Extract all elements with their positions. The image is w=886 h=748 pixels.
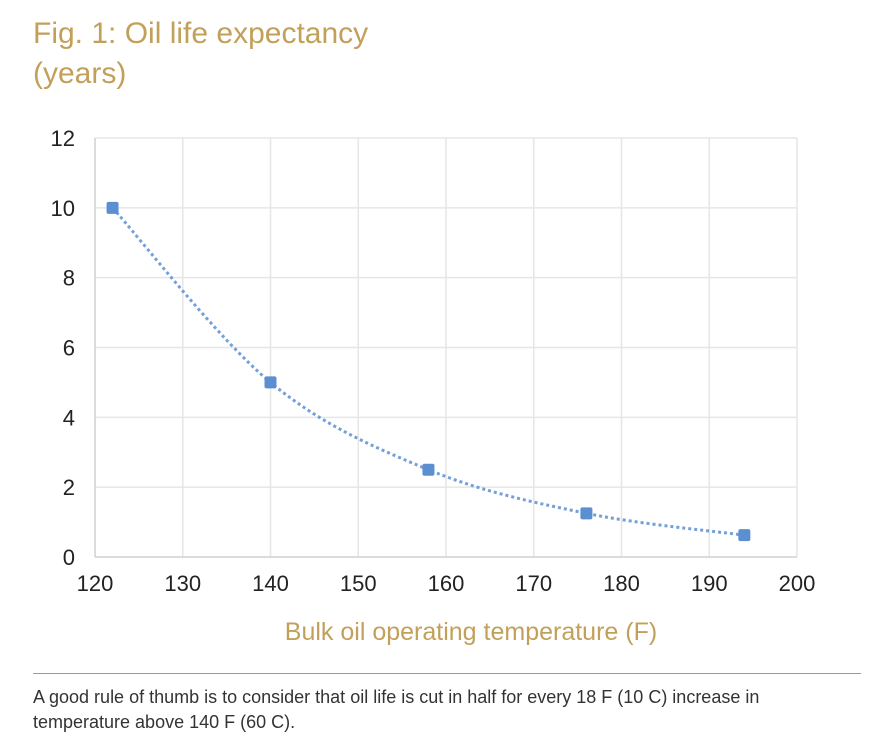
x-axis-label: Bulk oil operating temperature (F): [285, 618, 657, 646]
y-tick-label: 12: [51, 126, 75, 151]
trend-line: [111, 206, 745, 537]
oil-life-chart: 120 130 140 150 160 170 180 190 200 0 2 4 6 8 10 12 Bulk…: [51, 126, 816, 646]
x-tick-label: 190: [691, 571, 728, 596]
x-tick-label: 200: [779, 571, 816, 596]
x-tick-label: 140: [252, 571, 289, 596]
y-tick-label: 8: [63, 266, 75, 291]
y-tick-label: 0: [63, 545, 75, 570]
caption-divider: [33, 673, 861, 674]
chart-title-line-2: (years): [33, 57, 127, 90]
data-point: [106, 201, 119, 214]
data-point: [264, 376, 277, 389]
data-point: [580, 507, 593, 520]
x-tick-label: 180: [603, 571, 640, 596]
x-tick-label: 170: [515, 571, 552, 596]
y-tick-label: 4: [63, 405, 75, 430]
y-tick-label: 2: [63, 475, 75, 500]
data-point: [738, 529, 751, 542]
x-tick-label: 150: [340, 571, 377, 596]
x-tick-label: 160: [428, 571, 465, 596]
data-point: [422, 463, 435, 476]
chart-title: Fig. 1: Oil life expectancy (years): [33, 14, 368, 94]
y-tick-label: 6: [63, 336, 75, 361]
x-tick-label: 120: [77, 571, 114, 596]
y-tick-label: 10: [51, 196, 75, 221]
chart-title-line-1: Fig. 1: Oil life expectancy: [33, 17, 369, 50]
figure-caption: A good rule of thumb is to consider that…: [33, 687, 760, 732]
x-tick-label: 130: [164, 571, 201, 596]
